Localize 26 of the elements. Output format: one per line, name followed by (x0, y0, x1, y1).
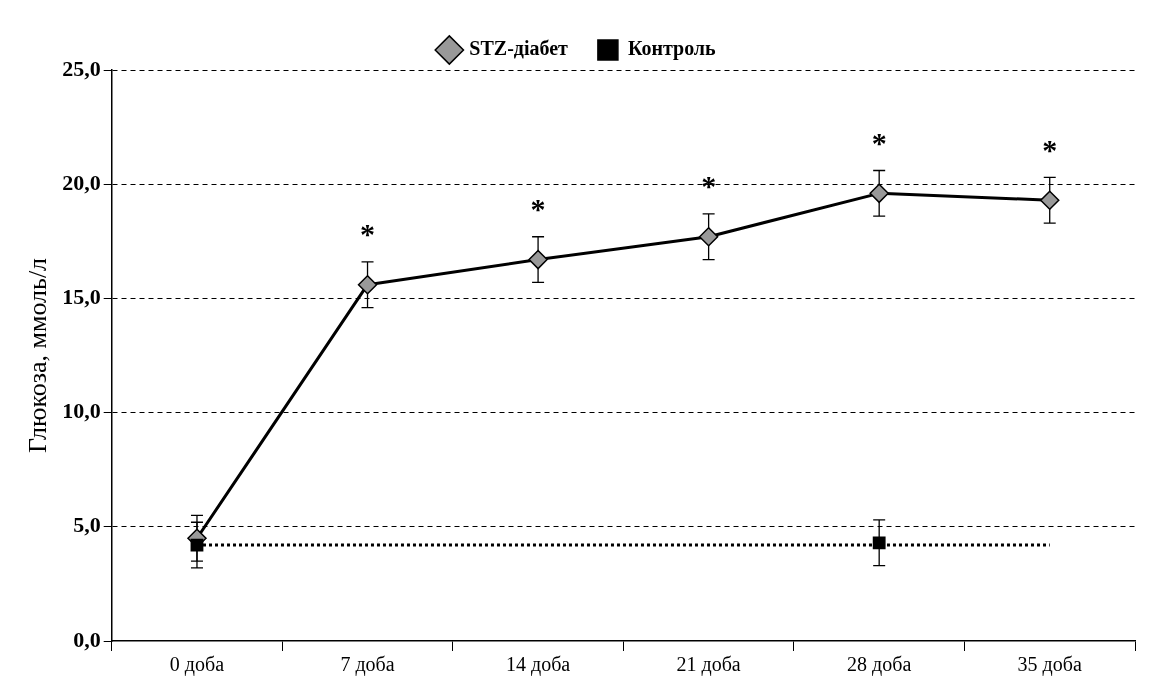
x-tick-label: 28 доба (847, 653, 912, 677)
y-tick-label: 5,0 (73, 512, 101, 538)
point (1039, 190, 1060, 210)
annotation: * (1042, 132, 1058, 166)
annotation: * (360, 217, 376, 251)
point (869, 183, 889, 204)
x-tick-label: 35 доба (1017, 653, 1082, 677)
point (357, 274, 378, 295)
y-tick-label: 10,0 (62, 398, 101, 424)
annotation: * (530, 192, 546, 226)
legend-label: Контроль (627, 37, 717, 61)
y-axis-title: Глюкоза, ммоль/л (23, 257, 53, 454)
x-tick-label: 0 доба (169, 653, 225, 677)
y-tick-label: 25,0 (62, 55, 101, 81)
annotation: * (871, 126, 887, 160)
point (698, 226, 719, 247)
y-tick-label: 15,0 (62, 284, 101, 310)
point (872, 536, 886, 550)
y-tick-label: 0,0 (73, 626, 101, 652)
annotation: * (701, 169, 717, 203)
y-tick-label: 20,0 (62, 169, 101, 195)
point (528, 249, 548, 270)
legend-label: STZ-діабет (469, 37, 569, 60)
x-tick-label: 7 доба (340, 653, 395, 677)
x-tick-label: 21 доба (676, 653, 741, 677)
x-tick-label: 14 доба (505, 653, 571, 677)
